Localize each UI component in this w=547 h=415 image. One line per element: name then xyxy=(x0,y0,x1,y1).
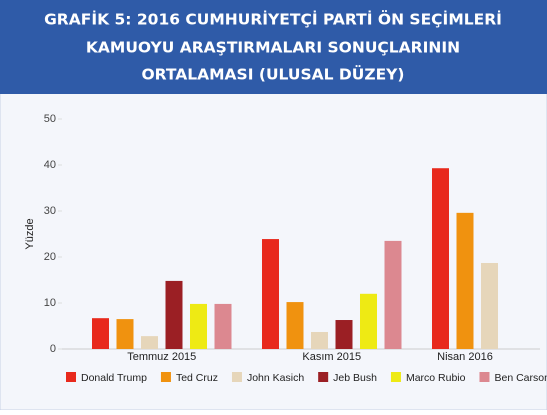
bar xyxy=(384,240,402,349)
x-tick-label: Kasım 2015 xyxy=(302,351,361,363)
bar xyxy=(262,239,279,349)
bar xyxy=(481,262,498,349)
legend-swatch xyxy=(66,372,76,382)
bar xyxy=(141,336,158,349)
title-line: GRAFİK 5: 2016 CUMHURİYETÇİ PARTİ ÖN SEÇ… xyxy=(44,10,502,29)
legend-label: Ben Carson xyxy=(494,372,547,384)
bar xyxy=(432,168,449,349)
bar xyxy=(165,280,183,349)
bar xyxy=(190,303,207,349)
legend-label: John Kasich xyxy=(247,372,304,384)
bar xyxy=(116,319,134,349)
bar xyxy=(335,320,353,349)
legend-swatch xyxy=(231,372,242,382)
x-tick-label: Temmuz 2015 xyxy=(127,351,196,363)
y-tick-label: 10 xyxy=(44,297,56,309)
legend-label: Ted Cruz xyxy=(176,372,218,384)
y-axis-label: Yüzde xyxy=(24,218,36,249)
legend-swatch xyxy=(390,372,401,382)
legend-label: Jeb Bush xyxy=(333,372,377,384)
legend-swatch xyxy=(318,372,329,382)
bar xyxy=(360,293,377,349)
title-line: ORTALAMASI (ULUSAL DÜZEY) xyxy=(141,65,404,84)
y-tick-label: 0 xyxy=(50,343,56,355)
title-line: KAMUOYU ARAŞTIRMALARI SONUÇLARININ xyxy=(86,39,460,57)
y-tick-label: 50 xyxy=(44,113,56,125)
legend-label: Marco Rubio xyxy=(406,372,466,384)
y-tick-label: 30 xyxy=(44,205,56,217)
bar xyxy=(456,212,474,349)
bar xyxy=(311,331,328,349)
x-tick-label: Nisan 2016 xyxy=(437,351,493,363)
legend-swatch xyxy=(479,372,490,382)
legend-label: Donald Trump xyxy=(81,372,147,384)
header xyxy=(0,0,547,94)
y-tick-label: 20 xyxy=(44,251,56,263)
bar xyxy=(214,303,232,349)
y-tick-label: 40 xyxy=(44,159,56,171)
legend-swatch xyxy=(160,372,171,382)
bar xyxy=(92,318,109,349)
bar xyxy=(286,302,304,349)
